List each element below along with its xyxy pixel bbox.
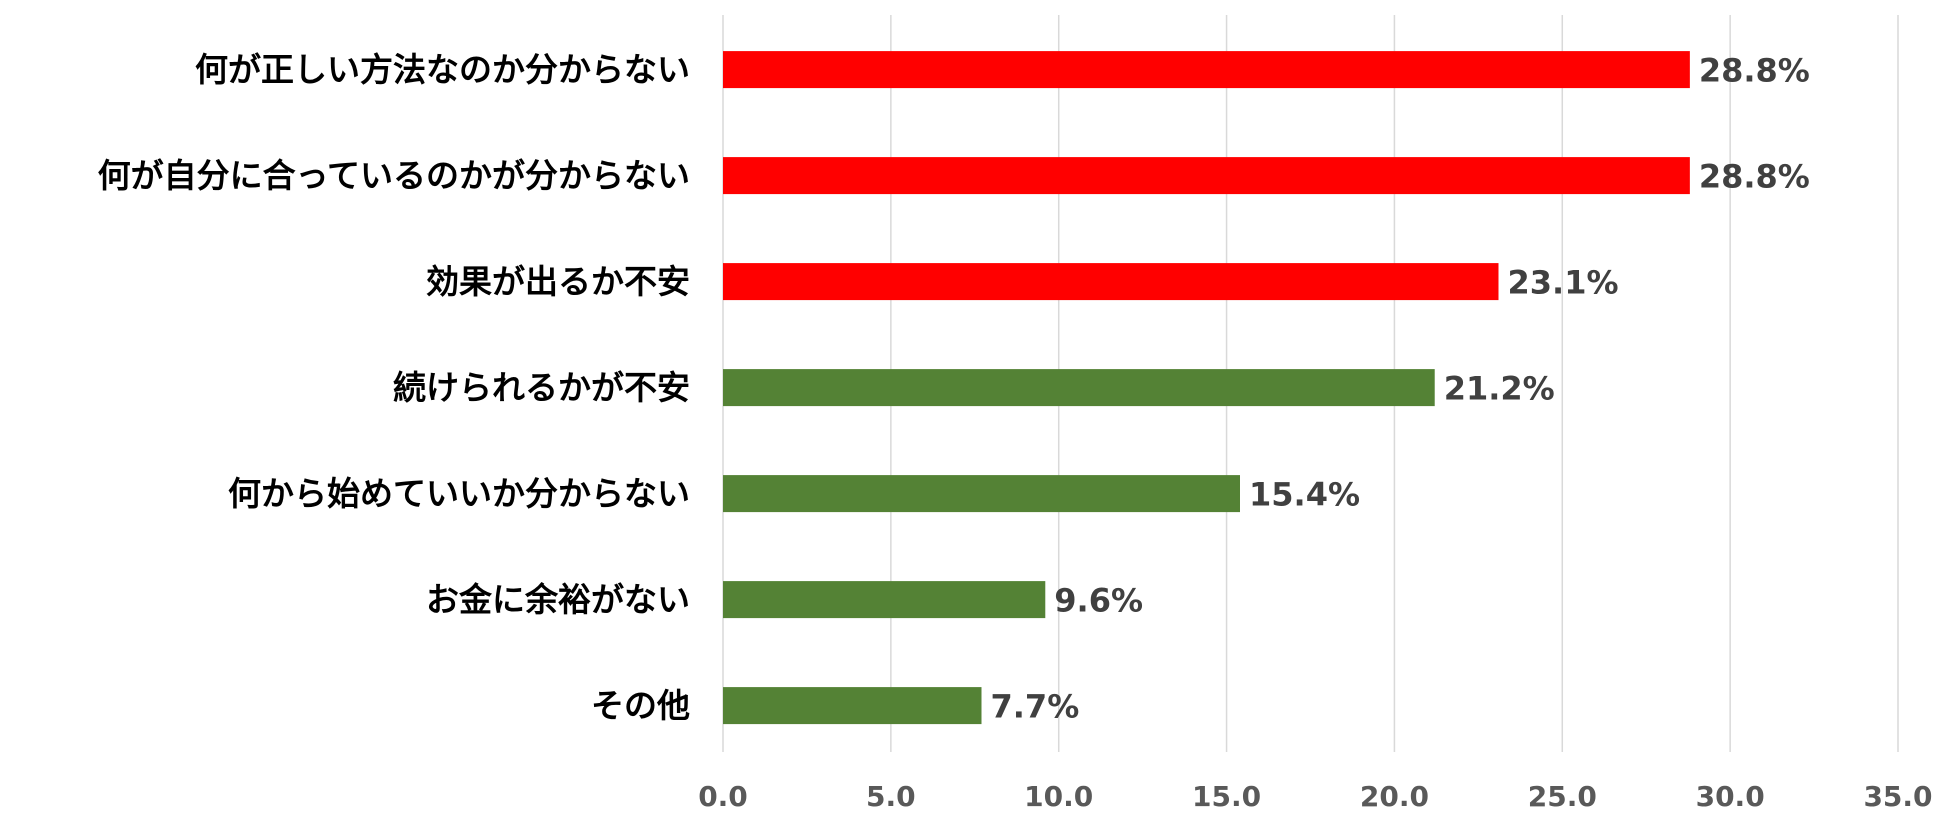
bar	[723, 687, 982, 725]
bar	[723, 263, 1499, 301]
value-label: 28.8%	[1699, 158, 1810, 196]
bar	[723, 51, 1690, 89]
category-label: 何から始めていいか分からない	[228, 474, 690, 513]
x-tick-label: 25.0	[1528, 780, 1597, 813]
bar	[723, 581, 1046, 619]
value-label: 15.4%	[1249, 476, 1360, 514]
category-label: 効果が出るか不安	[426, 262, 690, 301]
x-tick-label: 20.0	[1360, 780, 1429, 813]
value-label: 9.6%	[1054, 582, 1143, 620]
category-label: 続けられるかが不安	[393, 368, 690, 407]
value-label: 28.8%	[1699, 52, 1810, 90]
category-label: お金に余裕がない	[426, 580, 690, 619]
x-tick-label: 30.0	[1696, 780, 1765, 813]
x-tick-label: 10.0	[1024, 780, 1093, 813]
bar	[723, 475, 1240, 513]
category-label: 何が自分に合っているのかが分からない	[98, 156, 690, 195]
value-label: 7.7%	[991, 688, 1080, 726]
value-label: 23.1%	[1508, 264, 1619, 302]
x-tick-label: 35.0	[1863, 780, 1932, 813]
x-tick-label: 15.0	[1192, 780, 1261, 813]
value-label: 21.2%	[1444, 370, 1555, 408]
bar	[723, 369, 1435, 407]
category-label: 何が正しい方法なのか分からない	[195, 50, 690, 89]
x-tick-label: 0.0	[698, 780, 748, 813]
category-label: その他	[591, 686, 690, 725]
x-tick-label: 5.0	[866, 780, 916, 813]
bar	[723, 157, 1690, 195]
